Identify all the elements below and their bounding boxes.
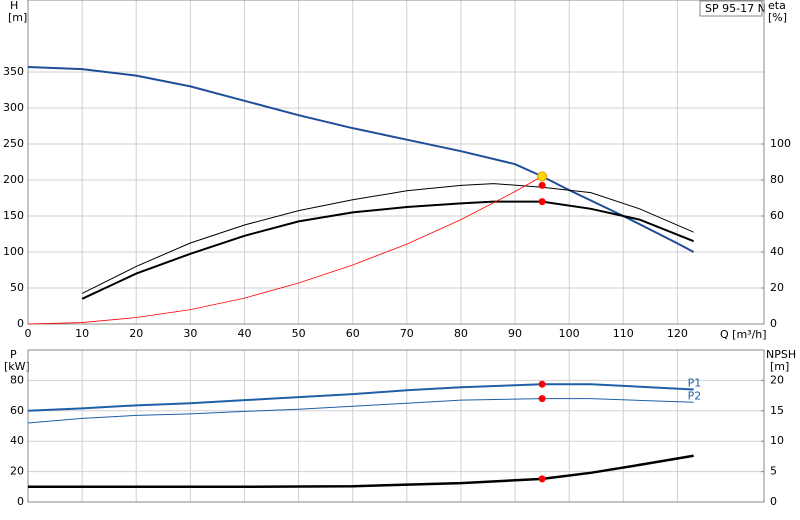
y2-tick-label: 10 — [770, 434, 784, 447]
y-tick-label: 40 — [10, 434, 24, 447]
x-tick-label: 100 — [559, 327, 580, 340]
y-axis-unit: [kW] — [4, 360, 30, 373]
curve — [27, 383, 694, 412]
y-axis-title: H — [10, 0, 18, 12]
curve — [81, 200, 695, 300]
curve — [27, 398, 694, 424]
x-tick-label: 50 — [292, 327, 306, 340]
y2-tick-label: 60 — [770, 209, 784, 222]
y-tick-label: 350 — [3, 65, 24, 78]
y-axis-unit: [m] — [8, 11, 27, 24]
y-tick-label: 0 — [17, 317, 24, 330]
y-tick-label: 80 — [10, 373, 24, 386]
x-tick-label: 20 — [129, 327, 143, 340]
plot-frame — [27, 0, 765, 325]
y2-tick-label: 0 — [770, 495, 777, 508]
curve — [27, 65, 695, 253]
duty-point — [538, 198, 546, 206]
y-tick-label: 20 — [10, 465, 24, 478]
curve — [27, 176, 543, 325]
y2-tick-label: 40 — [770, 245, 784, 258]
series-label: P2 — [688, 389, 702, 402]
y-tick-label: 100 — [3, 245, 24, 258]
y2-tick-label: 0 — [770, 317, 777, 330]
x-tick-label: 80 — [454, 327, 468, 340]
y2-tick-label: 100 — [770, 137, 791, 150]
x-tick-label: 10 — [75, 327, 89, 340]
y2-tick-label: 15 — [770, 404, 784, 417]
chart-title: SP 95-17 N — [705, 2, 766, 15]
duty-point — [538, 475, 546, 483]
y2-tick-label: 20 — [770, 373, 784, 386]
duty-point — [538, 181, 546, 189]
y-tick-label: 300 — [3, 101, 24, 114]
y2-tick-label: 5 — [770, 465, 777, 478]
x-tick-label: 40 — [237, 327, 251, 340]
x-tick-label: 0 — [25, 327, 32, 340]
y2-axis-title: NPSH — [766, 348, 796, 361]
y-tick-label: 250 — [3, 137, 24, 150]
x-tick-label: 110 — [613, 327, 634, 340]
legend-box — [699, 0, 763, 17]
x-tick-label: 30 — [183, 327, 197, 340]
y2-axis-unit: [m] — [770, 360, 789, 373]
series-label: P1 — [688, 377, 702, 390]
duty-point — [537, 171, 548, 182]
y2-tick-label: 20 — [770, 281, 784, 294]
x-tick-label: 60 — [346, 327, 360, 340]
x-tick-label: 90 — [508, 327, 522, 340]
x-tick-label: 120 — [667, 327, 688, 340]
y2-axis-unit: [%] — [768, 11, 787, 24]
plot-frame — [27, 349, 765, 503]
duty-point — [538, 380, 546, 388]
x-axis-title: Q [m³/h] — [720, 328, 767, 341]
y2-axis-title: eta — [768, 0, 786, 12]
duty-point — [538, 395, 546, 403]
y-tick-label: 200 — [3, 173, 24, 186]
y-tick-label: 60 — [10, 404, 24, 417]
y-tick-label: 150 — [3, 209, 24, 222]
y-axis-title: P — [10, 348, 17, 361]
curve — [28, 454, 694, 489]
x-tick-label: 70 — [400, 327, 414, 340]
y-tick-label: 50 — [10, 281, 24, 294]
y2-tick-label: 80 — [770, 173, 784, 186]
curve — [81, 183, 694, 294]
y-tick-label: 0 — [17, 495, 24, 508]
